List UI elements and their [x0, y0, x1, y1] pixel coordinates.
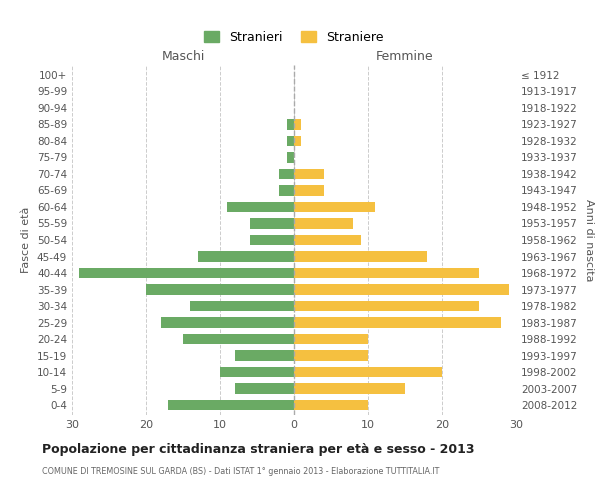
Y-axis label: Fasce di età: Fasce di età [22, 207, 31, 273]
Bar [250, 234, 294, 246]
Bar [79, 268, 294, 278]
Bar [294, 185, 323, 196]
Bar [294, 136, 301, 146]
Bar [287, 119, 294, 130]
Bar [227, 202, 294, 212]
Bar [294, 268, 479, 278]
Bar [294, 251, 427, 262]
Bar [287, 136, 294, 146]
Bar [294, 284, 509, 295]
Bar [294, 366, 442, 378]
Bar [161, 317, 294, 328]
Bar [279, 168, 294, 179]
Bar [294, 350, 368, 361]
Bar [294, 383, 405, 394]
Y-axis label: Anni di nascita: Anni di nascita [584, 198, 594, 281]
Bar [294, 218, 353, 229]
Bar [235, 350, 294, 361]
Text: Femmine: Femmine [376, 50, 434, 64]
Bar [294, 400, 368, 410]
Bar [294, 317, 501, 328]
Bar [279, 185, 294, 196]
Bar [220, 366, 294, 378]
Bar [294, 334, 368, 344]
Legend: Stranieri, Straniere: Stranieri, Straniere [199, 26, 389, 49]
Bar [294, 168, 323, 179]
Bar [294, 234, 361, 246]
Text: Maschi: Maschi [161, 50, 205, 64]
Bar [294, 300, 479, 312]
Bar [198, 251, 294, 262]
Bar [287, 152, 294, 163]
Bar [294, 202, 376, 212]
Text: Popolazione per cittadinanza straniera per età e sesso - 2013: Popolazione per cittadinanza straniera p… [42, 442, 475, 456]
Bar [168, 400, 294, 410]
Bar [146, 284, 294, 295]
Bar [190, 300, 294, 312]
Bar [250, 218, 294, 229]
Bar [235, 383, 294, 394]
Text: COMUNE DI TREMOSINE SUL GARDA (BS) - Dati ISTAT 1° gennaio 2013 - Elaborazione T: COMUNE DI TREMOSINE SUL GARDA (BS) - Dat… [42, 468, 439, 476]
Bar [294, 119, 301, 130]
Bar [183, 334, 294, 344]
